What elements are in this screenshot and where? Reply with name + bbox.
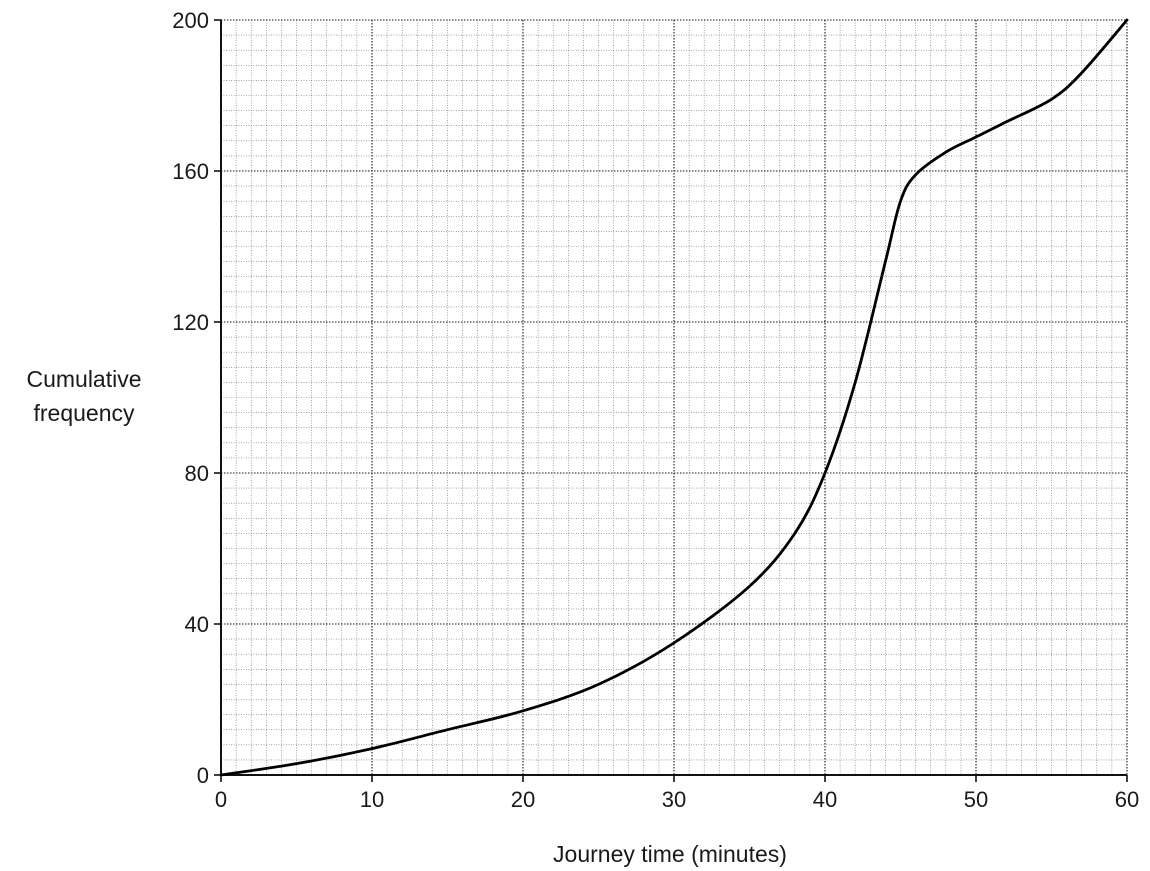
series <box>219 18 1129 777</box>
y-axis-title-line2: frequency <box>33 400 135 426</box>
y-tick-label: 200 <box>172 8 209 33</box>
x-axis-title: Journey time (minutes) <box>553 841 787 867</box>
cumulative-frequency-curve <box>219 18 1129 777</box>
x-tick-label: 0 <box>215 787 227 812</box>
y-tick-label: 40 <box>185 612 209 637</box>
x-tick-label: 10 <box>360 787 384 812</box>
x-tick-label: 60 <box>1115 787 1139 812</box>
x-tick-label: 30 <box>662 787 686 812</box>
x-tick-label: 50 <box>964 787 988 812</box>
y-tick-label: 80 <box>185 461 209 486</box>
y-tick-label: 0 <box>197 763 209 788</box>
axes <box>214 19 1128 782</box>
x-tick-label: 20 <box>511 787 535 812</box>
y-tick-label: 160 <box>172 159 209 184</box>
tick-labels: 0 10 20 30 40 50 60 0 40 80 120 160 200 <box>172 8 1139 812</box>
y-tick-label: 120 <box>172 310 209 335</box>
grid <box>221 19 1128 775</box>
y-axis-title-line1: Cumulative <box>26 366 141 392</box>
x-tick-label: 40 <box>813 787 837 812</box>
